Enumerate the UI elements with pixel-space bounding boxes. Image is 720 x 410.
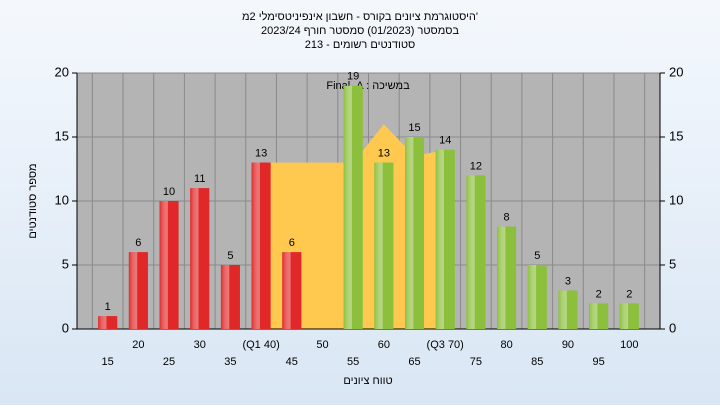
bar	[374, 162, 394, 329]
y2-tick-label: 0	[669, 320, 676, 335]
y2-tick-label: 10	[669, 192, 683, 207]
x-tick-label: 45	[286, 356, 298, 368]
x-tick-label: 30	[194, 339, 206, 351]
bar	[527, 265, 547, 329]
x-tick-label: 85	[531, 356, 543, 368]
x-tick-label: 80	[500, 339, 512, 351]
value-label: 2	[596, 288, 602, 300]
y-tick-label: 5	[62, 256, 69, 271]
bar	[282, 252, 302, 329]
y-axis-label: מספר סטודנטים	[27, 163, 39, 238]
value-label: 5	[534, 250, 540, 262]
bar	[558, 290, 578, 329]
chart-title: היסטוגרמת ציונים בקורס - חשבון אינפיניטס…	[242, 10, 478, 23]
value-label: 3	[565, 276, 571, 288]
value-label: 6	[289, 237, 295, 249]
x-tick-label: (Q3 70)	[427, 339, 464, 351]
bar	[128, 252, 148, 329]
x-tick-label: 35	[224, 356, 236, 368]
y-tick-label: 0	[62, 320, 69, 335]
value-label: 2	[626, 288, 632, 300]
value-label: 5	[227, 250, 233, 262]
x-tick-label: 90	[562, 339, 574, 351]
y-tick-label: 20	[55, 64, 69, 79]
subtitle: סטודנטים רשומים - 213	[305, 39, 416, 51]
bar	[497, 226, 517, 329]
y-tick-label: 15	[55, 128, 69, 143]
value-label: 13	[378, 148, 390, 160]
x-tick-label: 65	[408, 356, 420, 368]
value-label: 15	[408, 122, 420, 134]
bar	[435, 149, 455, 329]
x-tick-label: 15	[102, 356, 114, 368]
bar	[159, 201, 179, 329]
value-label: 11	[194, 173, 205, 185]
x-tick-label: 95	[593, 356, 605, 368]
x-axis-label: טווח ציונים	[343, 375, 392, 387]
y2-tick-label: 20	[669, 64, 683, 79]
x-tick-label: 100	[620, 339, 638, 351]
bar	[466, 175, 486, 329]
value-label: 1	[105, 301, 111, 313]
value-label: 6	[135, 237, 141, 249]
bar	[405, 137, 425, 329]
x-tick-label: 25	[163, 356, 175, 368]
bar	[220, 265, 240, 329]
x-tick-label: 55	[347, 356, 359, 368]
subtitle: בסמסטר (01/2023) סמסטר חורף 2023/24	[261, 25, 459, 37]
x-tick-label: 20	[132, 339, 144, 351]
bar	[98, 316, 118, 329]
bar	[251, 162, 271, 329]
x-tick-label: 75	[470, 356, 482, 368]
bar	[619, 303, 639, 329]
bar	[589, 303, 609, 329]
value-label: 10	[163, 186, 175, 198]
annotation: Final_A : במשיכה	[326, 80, 410, 92]
value-label: 13	[255, 148, 267, 160]
bar	[343, 85, 363, 329]
y2-tick-label: 15	[669, 128, 683, 143]
x-tick-label: 60	[378, 339, 390, 351]
value-label: 19	[347, 71, 359, 83]
x-tick-label: (Q1 40)	[242, 339, 279, 351]
value-label: 14	[439, 135, 451, 147]
y-tick-label: 10	[55, 192, 69, 207]
y2-tick-label: 5	[669, 256, 676, 271]
x-tick-label: 50	[316, 339, 328, 351]
value-label: 12	[470, 160, 482, 172]
value-label: 8	[504, 212, 510, 224]
bar	[190, 188, 210, 329]
